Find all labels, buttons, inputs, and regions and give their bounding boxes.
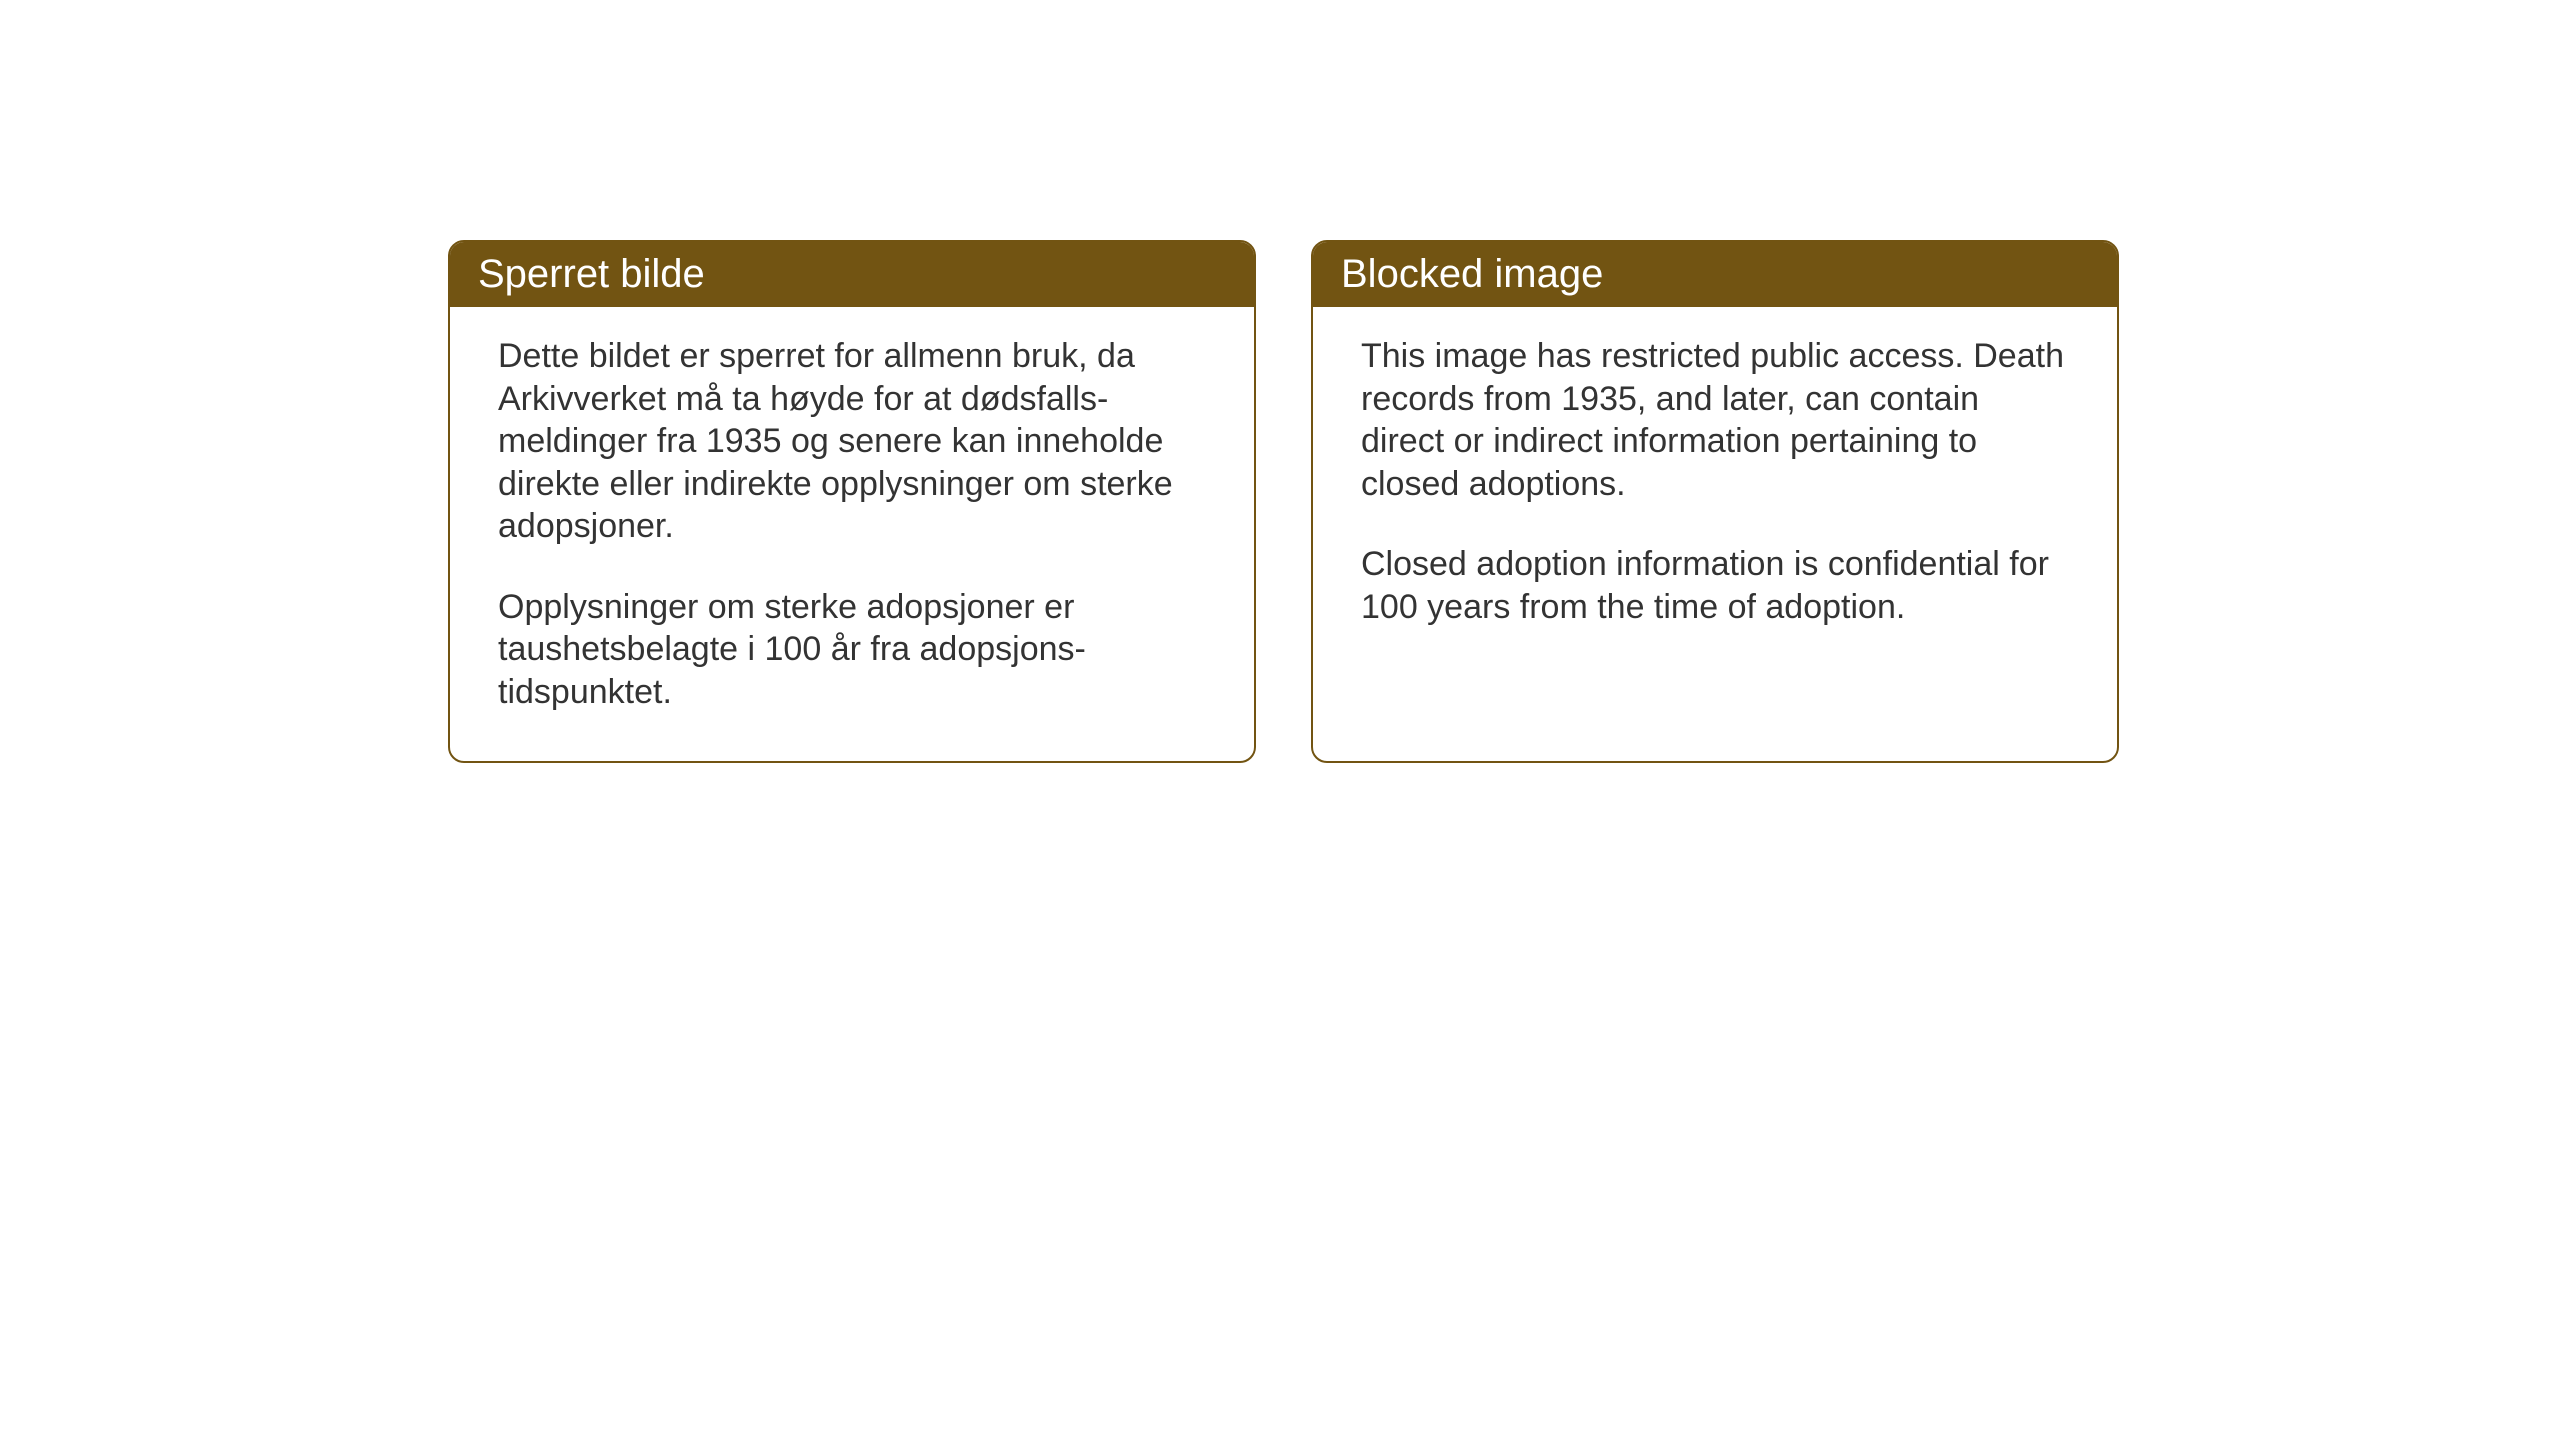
card-paragraph: Dette bildet er sperret for allmenn bruk…	[498, 335, 1206, 548]
notice-card-norwegian: Sperret bilde Dette bildet er sperret fo…	[448, 240, 1256, 763]
card-title: Blocked image	[1341, 252, 1603, 296]
card-header: Sperret bilde	[450, 242, 1254, 307]
card-paragraph: This image has restricted public access.…	[1361, 335, 2069, 505]
card-paragraph: Opplysninger om sterke adopsjoner er tau…	[498, 586, 1206, 714]
card-body: This image has restricted public access.…	[1313, 307, 2117, 676]
notice-card-english: Blocked image This image has restricted …	[1311, 240, 2119, 763]
cards-container: Sperret bilde Dette bildet er sperret fo…	[0, 0, 2560, 763]
card-title: Sperret bilde	[478, 252, 705, 296]
card-body: Dette bildet er sperret for allmenn bruk…	[450, 307, 1254, 761]
card-paragraph: Closed adoption information is confident…	[1361, 543, 2069, 628]
card-header: Blocked image	[1313, 242, 2117, 307]
